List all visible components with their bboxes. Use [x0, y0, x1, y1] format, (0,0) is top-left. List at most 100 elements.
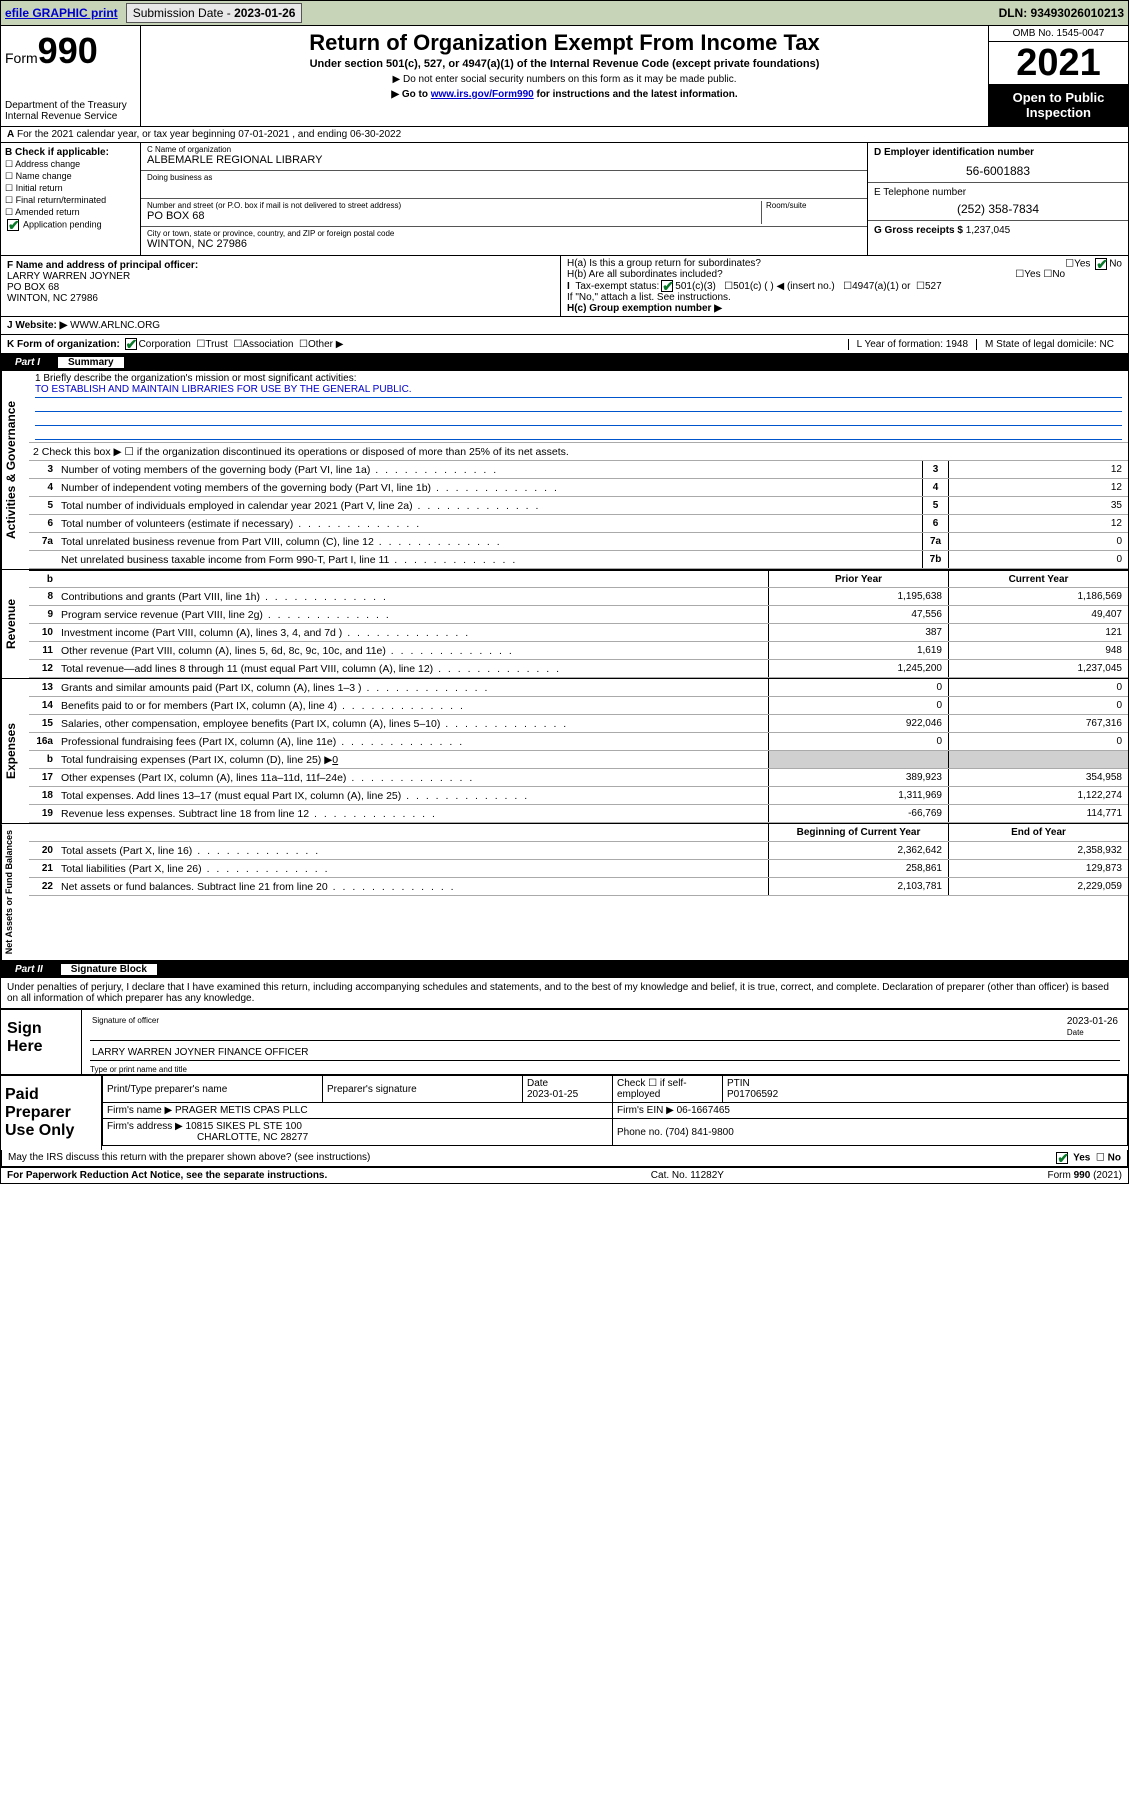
org-name: ALBEMARLE REGIONAL LIBRARY: [147, 154, 861, 166]
website-value: WWW.ARLNC.ORG: [70, 320, 160, 331]
cb-pending[interactable]: Application pending: [5, 219, 136, 231]
current-value: 129,873: [948, 860, 1128, 877]
dln: DLN: 93493026010213: [999, 6, 1124, 20]
line-2: 2 Check this box ▶ ☐ if the organization…: [29, 444, 1128, 460]
mission-text: TO ESTABLISH AND MAINTAIN LIBRARIES FOR …: [35, 384, 1122, 398]
sign-date: 2023-01-26Date: [1067, 1016, 1118, 1038]
current-value: 0: [948, 697, 1128, 714]
line-a: A For the 2021 calendar year, or tax yea…: [1, 127, 1128, 143]
form-header: Form990 Department of the Treasury Inter…: [0, 26, 1129, 127]
current-value: 1,122,274: [948, 787, 1128, 804]
open-inspection: Open to Public Inspection: [989, 84, 1128, 126]
tel-label: E Telephone number: [874, 187, 966, 198]
ptin-value: P01706592: [727, 1089, 778, 1100]
officer-name: LARRY WARREN JOYNER: [7, 271, 130, 282]
gross-label: G Gross receipts $: [874, 225, 963, 236]
hdr-eoy: End of Year: [948, 824, 1128, 841]
line-text: Other revenue (Part VIII, column (A), li…: [57, 643, 768, 659]
hdr-boy: Beginning of Current Year: [768, 824, 948, 841]
line-text: Total liabilities (Part X, line 26): [57, 861, 768, 877]
prior-value: 389,923: [768, 769, 948, 786]
pra-notice: For Paperwork Reduction Act Notice, see …: [7, 1170, 327, 1181]
mission-block: 1 Briefly describe the organization's mi…: [29, 371, 1128, 443]
cat-no: Cat. No. 11282Y: [651, 1170, 724, 1181]
prep-sig-hdr: Preparer's signature: [323, 1076, 523, 1103]
netassets-section: Net Assets or Fund Balances Beginning of…: [0, 824, 1129, 961]
prior-value: 0: [768, 679, 948, 696]
firm-addr: 10815 SIKES PL STE 100: [186, 1121, 302, 1132]
tax-year: 2021: [989, 42, 1128, 84]
line-value: 12: [948, 461, 1128, 478]
current-value: 2,229,059: [948, 878, 1128, 895]
line-text: Program service revenue (Part VIII, line…: [57, 607, 768, 623]
paid-preparer-label: Paid Preparer Use Only: [1, 1076, 101, 1150]
hdr-current-year: Current Year: [948, 571, 1128, 587]
line-text: Total revenue—add lines 8 through 11 (mu…: [57, 661, 768, 677]
current-value: 767,316: [948, 715, 1128, 732]
addr-label: Number and street (or P.O. box if mail i…: [147, 201, 761, 210]
row-k: K Form of organization: Corporation ☐ Tr…: [1, 334, 1128, 353]
year-formed: L Year of formation: 1948: [848, 339, 976, 350]
hdr-prior-year: Prior Year: [768, 571, 948, 587]
prior-value: 47,556: [768, 606, 948, 623]
form-title: Return of Organization Exempt From Incom…: [149, 30, 980, 56]
line-value: 12: [948, 515, 1128, 532]
line-text: Total number of individuals employed in …: [57, 498, 922, 514]
prior-value: 2,103,781: [768, 878, 948, 895]
hb-row: H(b) Are all subordinates included? ☐Yes…: [567, 269, 1122, 280]
prior-value: 2,362,642: [768, 842, 948, 859]
state-domicile: M State of legal domicile: NC: [976, 339, 1122, 350]
cb-address[interactable]: ☐ Address change: [5, 159, 136, 170]
cb-501c3[interactable]: [661, 280, 673, 292]
line-text: Total assets (Part X, line 16): [57, 843, 768, 859]
prior-value: -66,769: [768, 805, 948, 822]
current-value: 948: [948, 642, 1128, 659]
prior-value: 0: [768, 697, 948, 714]
line-value: 0: [948, 551, 1128, 568]
cb-final[interactable]: ☐ Final return/terminated: [5, 195, 136, 206]
line-text: Revenue less expenses. Subtract line 18 …: [57, 806, 768, 822]
cb-initial[interactable]: ☐ Initial return: [5, 183, 136, 194]
line-value: 0: [948, 533, 1128, 550]
sign-here-label: Sign Here: [1, 1010, 81, 1074]
ein-label: D Employer identification number: [874, 147, 1034, 158]
sig-officer-label: Signature of officer: [92, 1016, 159, 1038]
col-d-ids: D Employer identification number 56-6001…: [868, 143, 1128, 255]
current-value: 2,358,932: [948, 842, 1128, 859]
prior-value: 1,245,200: [768, 660, 948, 677]
line-text: Total number of volunteers (estimate if …: [57, 516, 922, 532]
current-value: 49,407: [948, 606, 1128, 623]
cb-discuss-yes[interactable]: [1056, 1152, 1068, 1164]
submission-date: Submission Date - 2023-01-26: [126, 3, 303, 23]
row-j: J Website: ▶ WWW.ARLNC.ORG: [1, 316, 1128, 334]
line-text: Contributions and grants (Part VIII, lin…: [57, 589, 768, 605]
form-subtitle: Under section 501(c), 527, or 4947(a)(1)…: [149, 58, 980, 70]
prior-value: 922,046: [768, 715, 948, 732]
form-footer: Form 990 (2021): [1048, 1170, 1122, 1181]
tel-value: (252) 358-7834: [874, 202, 1122, 216]
line-text: Net assets or fund balances. Subtract li…: [57, 879, 768, 895]
current-value: 1,237,045: [948, 660, 1128, 677]
line-text: Other expenses (Part IX, column (A), lin…: [57, 770, 768, 786]
gross-value: 1,237,045: [966, 225, 1011, 236]
irs-link[interactable]: www.irs.gov/Form990: [431, 89, 534, 100]
line-text: Total unrelated business revenue from Pa…: [57, 534, 922, 550]
line-text: Professional fundraising fees (Part IX, …: [57, 734, 768, 750]
current-value: 0: [948, 733, 1128, 750]
cb-amended[interactable]: ☐ Amended return: [5, 207, 136, 218]
cb-corp[interactable]: [125, 338, 137, 350]
line-value: 12: [948, 479, 1128, 496]
hc-row: H(c) Group exemption number ▶: [567, 303, 1122, 314]
prior-value: 258,861: [768, 860, 948, 877]
col-b-header: B Check if applicable:: [5, 147, 136, 158]
line-text: Investment income (Part VIII, column (A)…: [57, 625, 768, 641]
line-text: Number of voting members of the governin…: [57, 462, 922, 478]
officer-label: F Name and address of principal officer:: [7, 260, 198, 271]
efile-link[interactable]: efile GRAPHIC print: [5, 6, 118, 20]
prior-value: 1,195,638: [768, 588, 948, 605]
firm-phone: (704) 841-9800: [665, 1127, 733, 1138]
cb-name[interactable]: ☐ Name change: [5, 171, 136, 182]
prior-value: 1,619: [768, 642, 948, 659]
name-title-label: Type or print name and title: [82, 1065, 1128, 1074]
vlabel-net: Net Assets or Fund Balances: [1, 824, 29, 960]
